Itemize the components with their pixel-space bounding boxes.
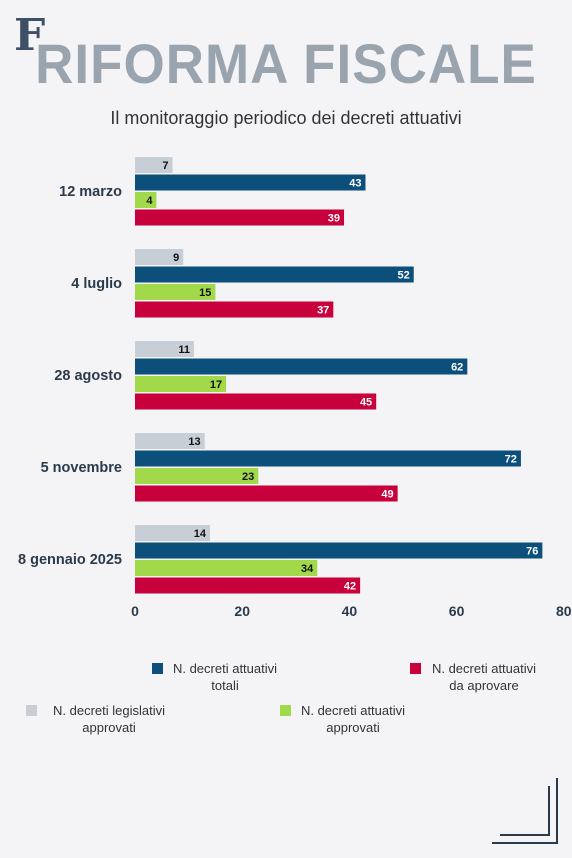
bar xyxy=(135,525,211,541)
legend-label-line2: totali xyxy=(211,678,239,693)
data-label: 37 xyxy=(317,305,329,317)
bar xyxy=(135,266,414,283)
data-label: 4 xyxy=(146,195,153,207)
x-tick-label: 20 xyxy=(234,603,250,619)
bar xyxy=(135,341,194,357)
brand-logo: F xyxy=(14,10,45,61)
data-label: 14 xyxy=(194,528,207,540)
legend-item-approvati: N. decreti attuativi approvati xyxy=(280,702,408,736)
legend-label-line2: da aprovare xyxy=(449,678,519,693)
corner-decoration xyxy=(492,778,558,844)
legend-swatch xyxy=(26,705,37,716)
data-label: 76 xyxy=(526,546,538,558)
data-label: 17 xyxy=(210,379,222,391)
legend-swatch xyxy=(152,663,163,674)
data-label: 11 xyxy=(178,344,190,356)
category-label: 4 luglio xyxy=(71,276,122,292)
data-label: 45 xyxy=(360,397,372,409)
bar xyxy=(135,284,216,300)
category-label: 8 gennaio 2025 xyxy=(18,552,122,568)
data-label: 13 xyxy=(188,436,200,448)
bar xyxy=(135,157,173,173)
data-label: 15 xyxy=(199,287,211,299)
data-label: 62 xyxy=(451,362,463,374)
legend-swatch xyxy=(410,663,421,674)
legend-label-line1: N. decreti attuativi xyxy=(300,703,406,718)
category-label: 12 marzo xyxy=(59,184,122,200)
legend-item-legislativi: N. decreti legislativi approvati xyxy=(26,702,174,736)
bar xyxy=(135,249,184,265)
data-label: 49 xyxy=(381,489,393,501)
data-label: 23 xyxy=(242,471,254,483)
bar xyxy=(135,577,361,594)
bar xyxy=(135,209,345,226)
data-label: 34 xyxy=(301,563,314,575)
legend-label-line1: N. decreti attuativi xyxy=(172,661,278,676)
x-tick-label: 80 xyxy=(556,603,572,619)
legend-label-line1: N. decreti legislativi xyxy=(53,703,165,718)
bar xyxy=(135,192,157,208)
bar xyxy=(135,560,318,576)
x-tick-label: 0 xyxy=(131,603,139,619)
legend-label-line2: approvati xyxy=(82,720,136,735)
bar xyxy=(135,468,259,484)
data-label: 43 xyxy=(349,178,361,190)
category-label: 5 novembre xyxy=(41,460,122,476)
x-tick-label: 40 xyxy=(342,603,358,619)
corner-decoration-inner xyxy=(500,786,550,836)
data-label: 9 xyxy=(173,252,179,264)
bar xyxy=(135,358,468,375)
bar xyxy=(135,393,377,410)
chart-title: RIFORMA FISCALE xyxy=(35,33,537,96)
bar xyxy=(135,542,543,559)
data-label: 52 xyxy=(397,270,409,282)
x-tick-label: 60 xyxy=(449,603,465,619)
bar xyxy=(135,376,227,392)
category-label: 28 agosto xyxy=(54,368,122,384)
bar xyxy=(135,433,205,449)
bar xyxy=(135,301,334,318)
legend-swatch xyxy=(280,705,291,716)
data-label: 72 xyxy=(505,454,517,466)
legend-label-line1: N. decreti attuativi xyxy=(431,661,537,676)
legend-item-da-aprovare: N. decreti attuativi da aprovare xyxy=(410,660,540,694)
bar xyxy=(135,174,366,191)
data-label: 42 xyxy=(344,581,356,593)
data-label: 39 xyxy=(328,213,340,225)
bar xyxy=(135,450,521,467)
bar xyxy=(135,485,398,502)
legend-item-totali: N. decreti attuativi totali xyxy=(152,660,280,694)
chart-subtitle: Il monitoraggio periodico dei decreti at… xyxy=(110,108,462,128)
legend-label-line2: approvati xyxy=(326,720,380,735)
data-label: 7 xyxy=(162,160,168,172)
